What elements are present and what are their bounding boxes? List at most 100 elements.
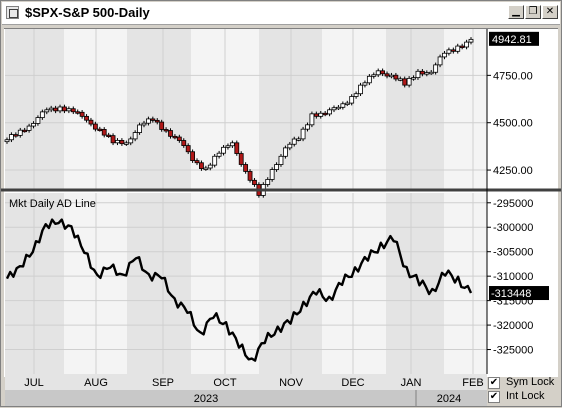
month-label: AUG — [84, 377, 108, 389]
candle-down — [181, 140, 187, 146]
last-ad-label: -313448 — [491, 288, 531, 300]
month-shade — [127, 193, 191, 374]
int-lock-toggle[interactable]: ✔ Int Lock — [487, 390, 561, 405]
sym-lock-checkbox[interactable]: ✔ — [488, 377, 500, 389]
candle-down — [70, 108, 76, 113]
candle-down — [168, 130, 173, 137]
minimize-button[interactable]: ▁ — [508, 5, 524, 19]
candle-up — [331, 107, 337, 111]
candle-down — [92, 123, 98, 130]
window-system-icon[interactable] — [6, 6, 19, 19]
candle-up — [216, 152, 222, 157]
candle-down — [150, 118, 156, 121]
candle-up — [31, 123, 36, 127]
candle-down — [402, 78, 408, 86]
candle-up — [327, 109, 332, 115]
candle-up — [340, 103, 346, 108]
close-icon: ✕ — [545, 6, 555, 17]
candle-up — [269, 169, 275, 180]
month-label: FEB — [462, 377, 483, 389]
candle-down — [84, 115, 89, 121]
window-title: $SPX-S&P 500-Daily — [25, 5, 150, 20]
candle-up — [207, 164, 213, 169]
candle-up — [318, 112, 324, 117]
candle-up — [336, 106, 341, 110]
x-axis-months-bar — [5, 374, 487, 390]
ad-tick-label: -300000 — [493, 222, 533, 234]
month-label: DEC — [341, 377, 364, 389]
candle-down — [322, 112, 328, 116]
candle-up — [48, 107, 54, 111]
candle-up — [9, 134, 14, 141]
candle-up — [446, 49, 452, 54]
month-shade — [444, 193, 487, 374]
sym-lock-toggle[interactable]: ✔ Sym Lock — [487, 376, 561, 391]
candle-down — [247, 171, 253, 181]
candle-up — [115, 139, 120, 144]
candle-up — [66, 108, 72, 112]
candle-down — [154, 119, 160, 123]
month-shade — [322, 193, 386, 374]
month-label: JAN — [401, 377, 422, 389]
ad-tick-label: -325000 — [493, 345, 533, 357]
candle-up — [366, 75, 372, 84]
candle-up — [353, 93, 359, 97]
candle-up — [4, 139, 10, 143]
candle-up — [35, 117, 41, 124]
month-shade — [322, 29, 386, 189]
candle-up — [437, 56, 443, 66]
candle-up — [424, 72, 430, 75]
month-shade — [386, 29, 444, 189]
candle-up — [128, 138, 134, 144]
close-button[interactable]: ✕ — [542, 5, 558, 19]
price-tick-label: 4500.00 — [493, 118, 533, 130]
ad-tick-label: -295000 — [493, 198, 533, 210]
candle-down — [384, 73, 390, 77]
candle-down — [88, 119, 94, 125]
candle-down — [393, 74, 399, 80]
candle-down — [450, 49, 456, 52]
candle-down — [62, 106, 67, 112]
candle-up — [442, 52, 447, 58]
candle-down — [110, 135, 116, 144]
price-tick-label: 4750.00 — [493, 70, 533, 82]
candle-up — [428, 71, 434, 75]
candle-up — [265, 179, 271, 185]
candle-up — [17, 129, 23, 136]
candle-up — [344, 102, 350, 105]
candle-up — [57, 106, 63, 112]
candle-up — [39, 111, 45, 119]
candle-down — [252, 179, 257, 185]
candle-up — [137, 124, 142, 133]
restore-button[interactable]: ❐ — [525, 5, 541, 19]
candle-down — [106, 134, 112, 138]
candle-up — [26, 125, 32, 131]
candle-up — [300, 128, 306, 140]
candle-down — [163, 129, 169, 132]
candle-up — [305, 124, 310, 130]
candle-up — [132, 132, 138, 140]
month-label: JUL — [24, 377, 44, 389]
candle-up — [309, 113, 315, 126]
int-lock-label: Int Lock — [506, 390, 545, 402]
candle-up — [371, 74, 377, 77]
candle-up — [278, 155, 284, 165]
candle-up — [296, 138, 302, 141]
candle-up — [455, 45, 461, 52]
candle-up — [44, 109, 50, 113]
candle-up — [468, 38, 474, 43]
price-tick-label: 4250.00 — [493, 165, 533, 177]
candle-down — [75, 111, 81, 114]
candle-up — [464, 41, 469, 48]
int-lock-checkbox[interactable]: ✔ — [488, 391, 500, 403]
title-bar[interactable]: $SPX-S&P 500-Daily ▁ ❐ ✕ — [2, 2, 560, 25]
candle-up — [282, 147, 288, 157]
check-icon: ✔ — [489, 377, 499, 388]
candle-down — [79, 111, 85, 117]
candle-up — [406, 77, 412, 86]
last-price-box — [489, 31, 539, 46]
candle-down — [53, 107, 59, 112]
candle-up — [433, 64, 439, 73]
month-shade — [127, 29, 191, 189]
